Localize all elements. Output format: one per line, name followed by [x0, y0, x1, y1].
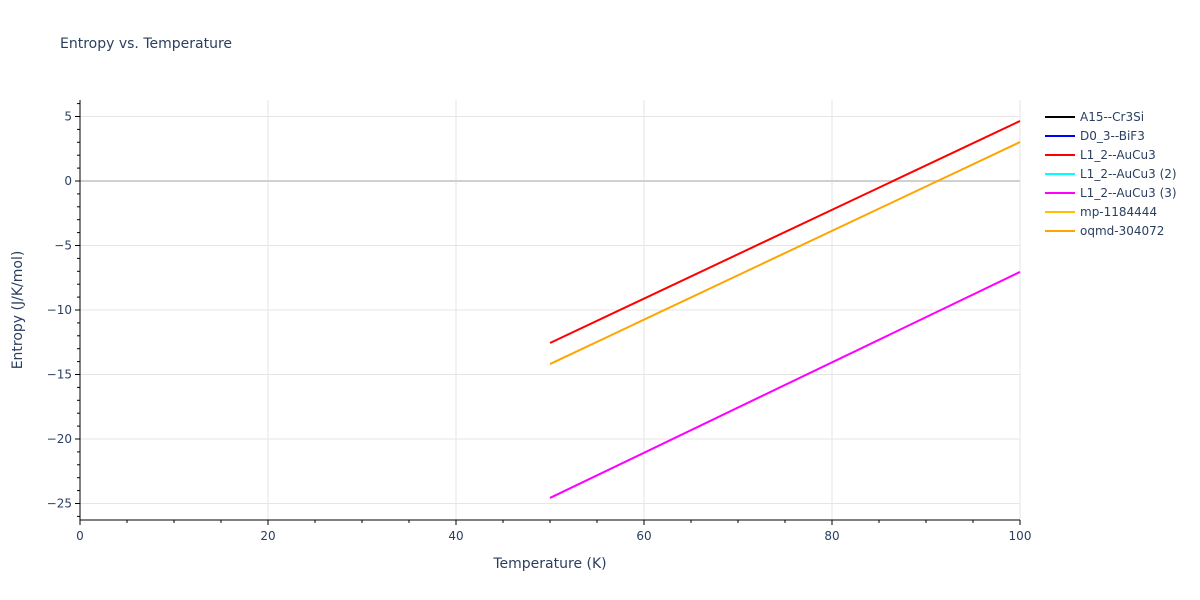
legend-item[interactable]: oqmd-304072	[1045, 221, 1177, 240]
y-tick-label: −10	[47, 303, 72, 317]
y-tick-label: −15	[47, 368, 72, 382]
legend-item[interactable]: L1_2--AuCu3 (3)	[1045, 183, 1177, 202]
legend-item[interactable]: L1_2--AuCu3 (2)	[1045, 164, 1177, 183]
x-tick-label: 20	[260, 529, 275, 543]
legend: A15--Cr3Si D0_3--BiF3 L1_2--AuCu3 L1_2--AuC…	[1045, 107, 1177, 240]
y-tick-label: −5	[54, 239, 72, 253]
series-line[interactable]	[549, 271, 1021, 499]
legend-swatch-icon	[1045, 191, 1075, 194]
legend-label: L1_2--AuCu3	[1080, 147, 1156, 162]
y-tick-label: 0	[64, 174, 72, 188]
chart-title: Entropy vs. Temperature	[60, 36, 233, 52]
legend-swatch-icon	[1045, 134, 1075, 137]
y-tick-label: 5	[64, 110, 72, 124]
series-line[interactable]	[549, 120, 1021, 344]
y-axis-title: Entropy (J/K/mol)	[10, 251, 26, 370]
legend-swatch-icon	[1045, 229, 1075, 232]
legend-label: L1_2--AuCu3 (3)	[1080, 185, 1177, 200]
legend-label: D0_3--BiF3	[1080, 128, 1145, 143]
y-tick-label: −25	[47, 497, 72, 511]
legend-label: A15--Cr3Si	[1080, 109, 1145, 124]
legend-item[interactable]: A15--Cr3Si	[1045, 107, 1177, 126]
legend-item[interactable]: mp-1184444	[1045, 202, 1177, 221]
legend-label: oqmd-304072	[1080, 223, 1165, 238]
legend-label: mp-1184444	[1080, 204, 1158, 219]
x-tick-label: 100	[1009, 529, 1032, 543]
legend-swatch-icon	[1045, 153, 1075, 156]
legend-item[interactable]: L1_2--AuCu3	[1045, 145, 1177, 164]
legend-swatch-icon	[1045, 172, 1075, 175]
x-tick-label: 80	[824, 529, 839, 543]
x-tick-label: 40	[448, 529, 463, 543]
series-line[interactable]	[549, 141, 1021, 365]
x-tick-label: 0	[76, 529, 84, 543]
legend-label: L1_2--AuCu3 (2)	[1080, 166, 1177, 181]
x-axis-title: Temperature (K)	[492, 556, 606, 572]
x-tick-label: 60	[636, 529, 651, 543]
legend-item[interactable]: D0_3--BiF3	[1045, 126, 1177, 145]
y-tick-label: −20	[47, 432, 72, 446]
legend-swatch-icon	[1045, 115, 1075, 118]
legend-swatch-icon	[1045, 210, 1075, 213]
